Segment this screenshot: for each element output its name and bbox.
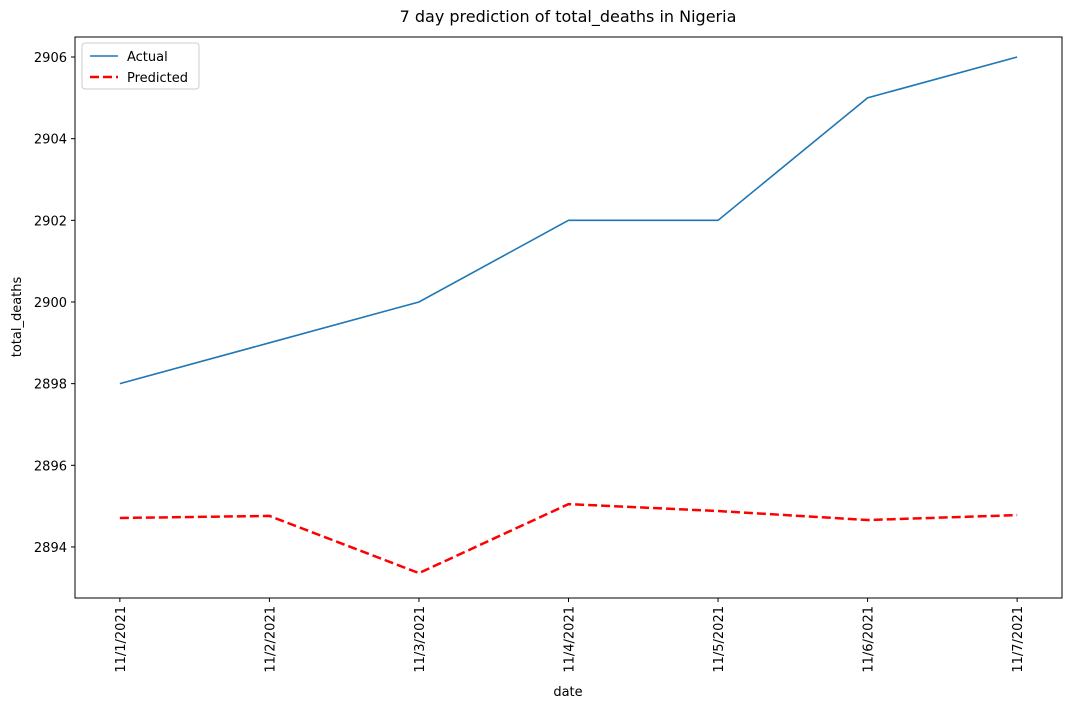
- x-axis-label: date: [553, 685, 582, 700]
- x-tick-label: 11/2/2021: [263, 606, 278, 673]
- legend-label: Predicted: [127, 71, 188, 86]
- x-tick-label: 11/4/2021: [563, 606, 578, 673]
- x-tick-label: 11/1/2021: [114, 606, 129, 673]
- chart-title: 7 day prediction of total_deaths in Nige…: [400, 7, 737, 27]
- y-axis-label: total_deaths: [10, 277, 25, 358]
- x-tick-label: 11/7/2021: [1011, 606, 1026, 673]
- y-tick-label: 2902: [34, 214, 67, 229]
- y-tick-label: 2896: [34, 459, 67, 474]
- y-tick-label: 2894: [34, 541, 67, 556]
- x-tick-label: 11/5/2021: [712, 606, 727, 673]
- y-tick-label: 2906: [34, 51, 67, 66]
- x-tick-label: 11/3/2021: [413, 606, 428, 673]
- series-line: [119, 56, 1018, 385]
- y-tick-label: 2898: [34, 378, 67, 393]
- y-tick-label: 2904: [34, 133, 67, 148]
- y-tick-label: 2900: [34, 296, 67, 311]
- legend-label: Actual: [127, 50, 168, 65]
- series-line: [119, 502, 1018, 575]
- x-tick-label: 11/6/2021: [862, 606, 877, 673]
